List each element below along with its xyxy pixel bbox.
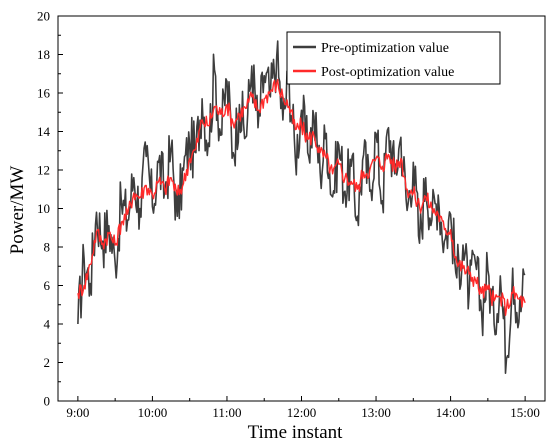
legend-label-post-optimization: Post-optimization value [321,65,454,80]
legend-box [286,31,501,85]
legend: Pre-optimization value Post-optimization… [286,31,501,85]
x-tick-label: 9:00 [66,405,89,420]
x-tick-label: 12:00 [287,405,317,420]
x-tick-label: 11:00 [212,405,241,420]
tick-labels: 0 2 4 6 8 10 12 14 16 18 20 9:00 10:00 11:00 12:00 13:0… [37,9,540,421]
y-axis-title: Power/MW [7,166,28,255]
y-tick-label: 20 [37,9,50,24]
x-axis-title: Time instant [248,422,344,443]
y-tick-label: 8 [44,240,51,255]
series-lines [77,40,526,374]
axes [58,15,526,402]
y-tick-label: 16 [37,86,51,101]
y-tick-label: 6 [44,278,51,293]
y-tick-label: 2 [44,355,51,370]
x-tick-label: 10:00 [138,405,168,420]
y-tick-label: 0 [44,394,51,409]
x-tick-label: 13:00 [361,405,391,420]
y-tick-label: 4 [44,317,51,332]
x-tick-label: 14:00 [436,405,466,420]
y-tick-label: 14 [37,124,51,139]
series-line-post-optimization [77,78,526,316]
y-tick-label: 18 [37,47,50,62]
x-tick-label: 15:00 [510,405,540,420]
y-tick-label: 10 [37,201,50,216]
series-line-pre-optimization [77,40,526,374]
y-tick-label: 12 [37,163,50,178]
legend-label-pre-optimization: Pre-optimization value [321,41,449,56]
